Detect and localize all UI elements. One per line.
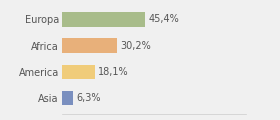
- Text: 30,2%: 30,2%: [120, 41, 151, 51]
- Text: 45,4%: 45,4%: [148, 14, 179, 24]
- Bar: [62, 12, 146, 27]
- Text: 18,1%: 18,1%: [98, 67, 129, 77]
- Bar: [62, 38, 117, 53]
- Text: 6,3%: 6,3%: [76, 93, 101, 103]
- Bar: [62, 91, 73, 105]
- Bar: [62, 65, 95, 79]
